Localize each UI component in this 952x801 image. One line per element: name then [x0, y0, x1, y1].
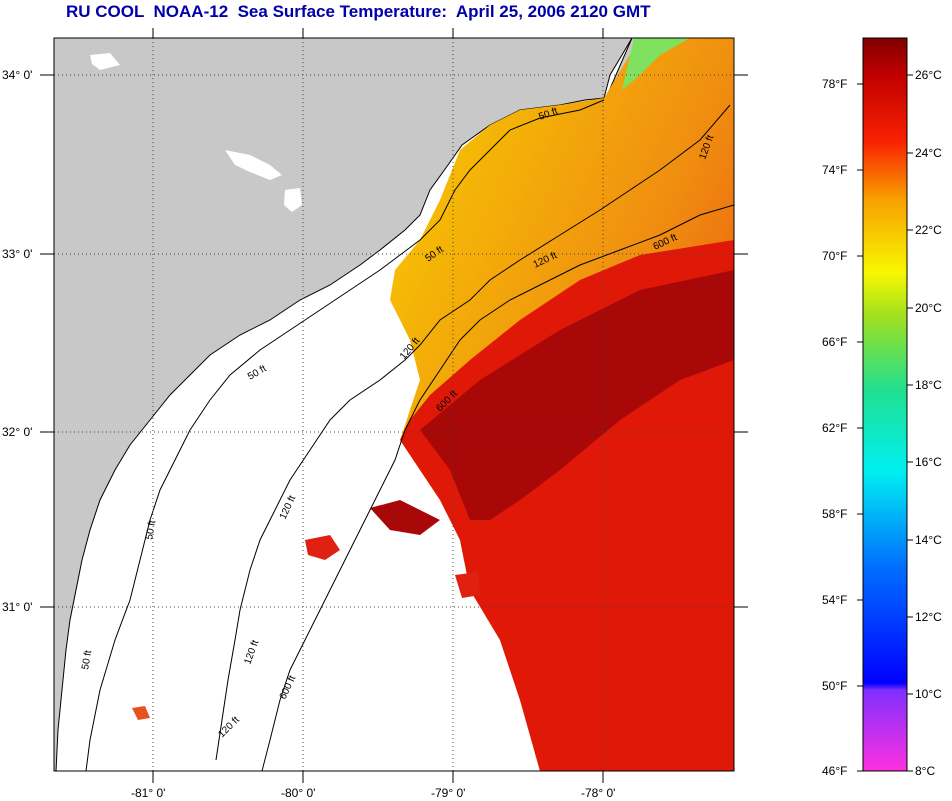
colorbar-c-label: 14°C	[915, 533, 942, 547]
lon-label: -79° 0'	[431, 786, 465, 800]
map-frame	[53, 37, 735, 772]
colorbar: 78°F 74°F 70°F 66°F 62°F 58°F 54°F 50°F …	[822, 37, 942, 778]
colorbar-c-label: 16°C	[915, 455, 942, 469]
lon-label: -78° 0'	[581, 786, 615, 800]
colorbar-c-label: 22°C	[915, 223, 942, 237]
bathymetry-contours	[85, 99, 734, 771]
colorbar-f-label: 74°F	[822, 163, 847, 177]
lat-label: 34° 0'	[2, 68, 32, 82]
cloud-patch	[225, 150, 282, 180]
contour-600ft	[261, 204, 734, 771]
contour-50ft	[85, 99, 605, 771]
map-plot-area	[54, 38, 734, 771]
contour-120ft	[215, 104, 731, 761]
cloud-patch	[90, 53, 120, 70]
colorbar-f-label: 50°F	[822, 679, 847, 693]
colorbar-f-label: 70°F	[822, 249, 847, 263]
warm-patch	[305, 535, 340, 560]
contour-label: 50 ft	[144, 519, 158, 540]
sst-gulf-stream-core	[420, 270, 734, 520]
warm-patch	[455, 572, 480, 598]
colorbar-c-label: 10°C	[915, 687, 942, 701]
lat-label: 31° 0'	[2, 600, 32, 614]
warm-patch	[132, 706, 150, 720]
colorbar-f-label: 46°F	[822, 764, 847, 778]
contour-label: 50 ft	[80, 649, 94, 670]
lat-label: 32° 0'	[2, 425, 32, 439]
lat-label: 33° 0'	[2, 247, 32, 261]
colorbar-c-label: 8°C	[915, 764, 935, 778]
colorbar-c-label: 12°C	[915, 610, 942, 624]
colorbar-c-label: 18°C	[915, 378, 942, 392]
map-title: RU COOL NOAA-12 Sea Surface Temperature:…	[66, 2, 651, 21]
colorbar-f-label: 78°F	[822, 77, 847, 91]
colorbar-c-label: 20°C	[915, 301, 942, 315]
cloud-patch	[284, 188, 302, 212]
colorbar-f-label: 58°F	[822, 507, 847, 521]
colorbar-f-label: 66°F	[822, 335, 847, 349]
colorbar-f-label: 54°F	[822, 593, 847, 607]
lon-label: -80° 0'	[281, 786, 315, 800]
colorbar-c-label: 26°C	[915, 68, 942, 82]
warm-patch	[370, 500, 440, 535]
colorbar-c-label: 24°C	[915, 146, 942, 160]
map-ticks	[40, 28, 748, 783]
colorbar-f-label: 62°F	[822, 421, 847, 435]
lon-label: -81° 0'	[131, 786, 165, 800]
colorbar-gradient	[862, 37, 908, 772]
graticule	[54, 38, 734, 771]
sst-cool-water	[622, 38, 690, 90]
